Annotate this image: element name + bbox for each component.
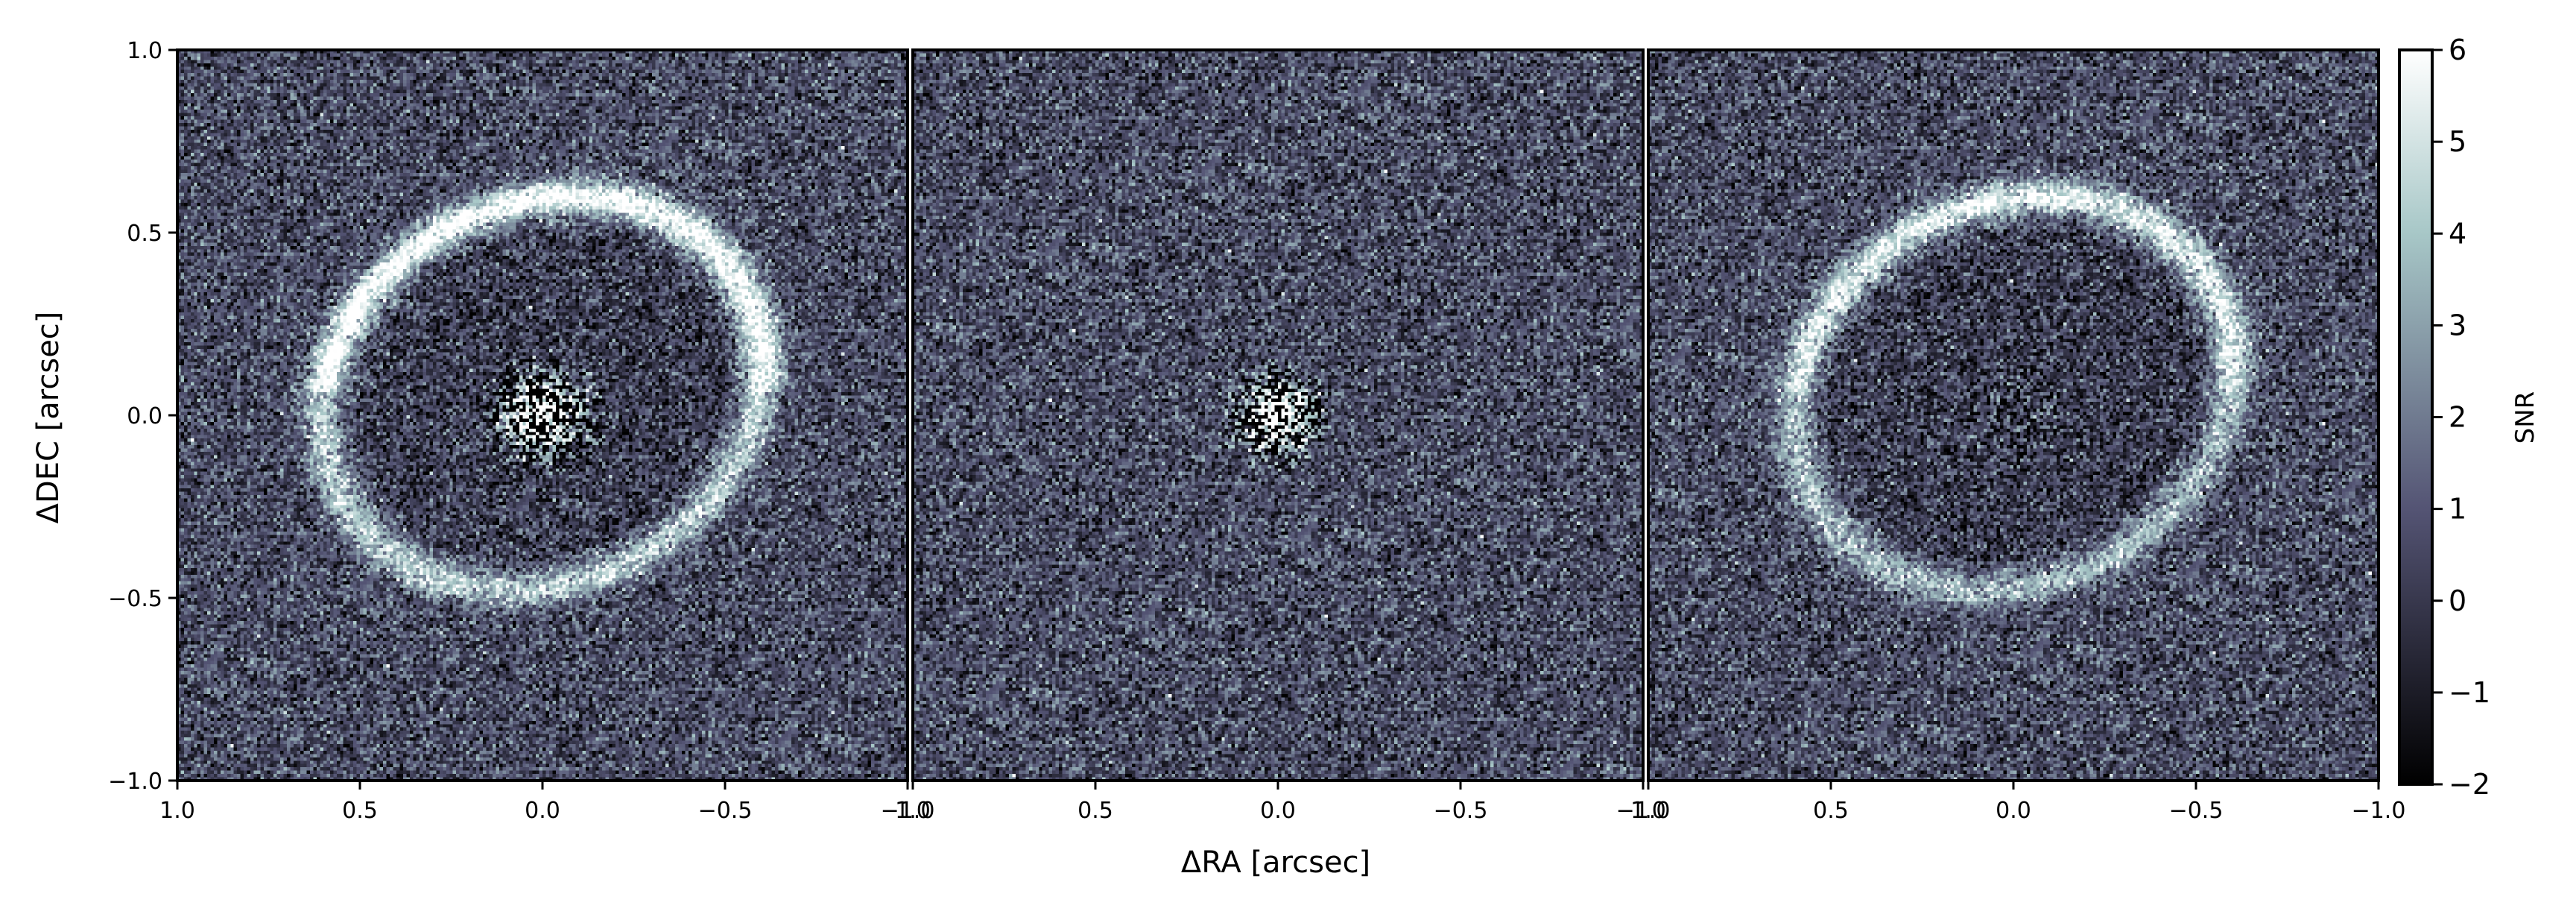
panel-3-snr-map: [1648, 50, 2379, 781]
colorbar-label: SNR: [2510, 391, 2540, 444]
colorbar: 6 5 4 3 2 1 0 −1 −2: [2398, 34, 2490, 801]
x-tick-label: −0.5: [1434, 798, 1488, 824]
x-axes-layer: 1.0 0.5 0.0 −0.5 −1.01.0 0.5 0.0 −0.5 −1.01.0 0.5…: [159, 781, 2405, 824]
y-tick-label: 1.0: [127, 38, 162, 64]
panel-2-snr-map: [913, 50, 1643, 781]
y-tick-label: −0.5: [108, 586, 162, 612]
colorbar-tick-label: −1: [2449, 676, 2490, 709]
panel-1-snr-map: [177, 50, 908, 781]
x-tick-label: 0.0: [1996, 798, 2031, 824]
x-tick-label: 1.0: [1630, 798, 1666, 824]
x-tick-label: −0.5: [2169, 798, 2224, 824]
x-tick-label: 0.5: [1077, 798, 1113, 824]
colorbar-tick-label: 0: [2449, 585, 2466, 617]
colorbar-tick-label: 3: [2449, 309, 2466, 341]
x-tick-label: 0.5: [342, 798, 378, 824]
colorbar-tick-label: 4: [2449, 217, 2466, 250]
x-tick-label: −1.0: [881, 798, 935, 824]
x-tick-label: 0.5: [1813, 798, 1849, 824]
colorbar-tick-label: 6: [2449, 34, 2466, 66]
x-tick-label: −1.0: [1616, 798, 1671, 824]
y-tick-label: −1.0: [108, 769, 162, 795]
colorbar-tick-label: 5: [2449, 125, 2466, 158]
x-tick-label: −1.0: [2352, 798, 2406, 824]
x-tick-label: 1.0: [895, 798, 931, 824]
y-axis-label: ΔDEC [arcsec]: [31, 312, 66, 524]
x-tick-label: −0.5: [698, 798, 753, 824]
x-tick-label: 1.0: [159, 798, 195, 824]
colorbar-tick-label: −2: [2449, 768, 2490, 801]
x-axis-label: ΔRA [arcsec]: [1181, 845, 1370, 880]
y-axis-layer: 1.0 0.5 0.0 −0.5 −1.0: [108, 38, 177, 795]
x-tick-label: 0.0: [1260, 798, 1296, 824]
y-tick-label: 0.5: [127, 221, 162, 247]
colorbar-gradient: [2398, 48, 2434, 786]
x-tick-label: 0.0: [525, 798, 560, 824]
colorbar-tick-label: 2: [2449, 401, 2466, 434]
y-tick-label: 0.0: [127, 403, 162, 429]
colorbar-tick-label: 1: [2449, 493, 2466, 526]
panels-layer: [176, 48, 2380, 782]
